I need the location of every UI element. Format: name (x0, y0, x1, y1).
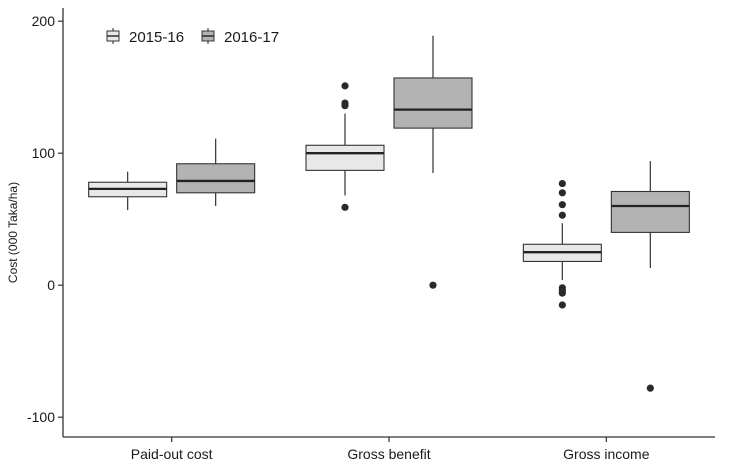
outlier-point (558, 179, 566, 188)
box-2015-16-paid-out-cost (88, 171, 168, 210)
outlier-point (341, 82, 349, 90)
box-body (305, 144, 385, 171)
legend: 2015-16 2016-17 (106, 28, 279, 46)
legend-label: 2016-17 (224, 29, 279, 46)
box-body (393, 77, 473, 129)
box-body (176, 163, 256, 194)
box-2015-16-gross-benefit (305, 82, 385, 211)
outlier-point (558, 201, 566, 209)
outlier-point (341, 203, 349, 211)
outlier-point (558, 301, 566, 309)
y-axis: -100 0 100 200 (27, 8, 64, 437)
y-tick-label: 200 (32, 13, 56, 29)
y-tick-label: 100 (32, 145, 56, 161)
x-tick-label: Gross income (563, 446, 650, 462)
plot-area (88, 35, 690, 392)
outlier-point (558, 284, 566, 292)
box-2016-17-gross-income (610, 161, 690, 392)
box-body (610, 190, 690, 233)
y-tick-label: 0 (47, 277, 55, 293)
y-tick-label: -100 (27, 409, 55, 425)
legend-label: 2015-16 (129, 29, 184, 46)
outlier-point (341, 99, 349, 107)
outlier-point (558, 211, 566, 219)
box-2016-17-paid-out-cost (176, 138, 256, 206)
legend-item-2015-16: 2015-16 (106, 28, 184, 46)
outlier-point (558, 189, 566, 197)
y-axis-title: Cost (000 Taka/ha) (6, 182, 20, 283)
outlier-point (429, 281, 437, 289)
box-2016-17-gross-benefit (393, 35, 473, 289)
outlier-point (646, 384, 654, 392)
box-2015-16-gross-income (522, 179, 602, 309)
x-tick-label: Gross benefit (347, 446, 430, 462)
x-tick-label: Paid-out cost (131, 446, 213, 462)
x-axis: Paid-out cost Gross benefit Gross income (63, 436, 715, 462)
legend-item-2016-17: 2016-17 (201, 28, 279, 46)
